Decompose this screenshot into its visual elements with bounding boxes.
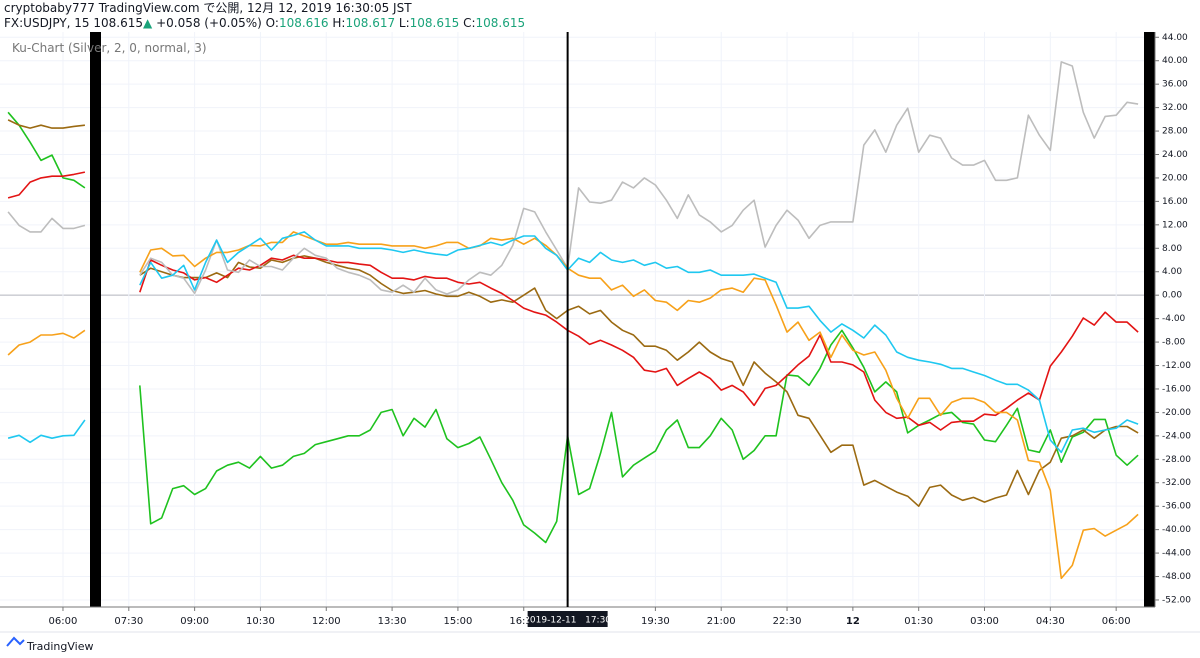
x-tick-label: 07:30 [114,616,143,627]
x-tick-label: 22:30 [773,616,802,627]
x-tick-label: 12:00 [312,616,341,627]
y-tick-label: 4.00 [1162,267,1182,277]
series-line [7,231,1139,580]
y-tick-label: -48.00 [1162,572,1191,582]
brand: TradingView [26,640,93,653]
x-tick-label: 04:30 [1036,616,1065,627]
y-tick-label: 20.00 [1162,173,1188,183]
change: +0.058 (+0.05%) [156,16,262,30]
ohlc-label: L: [398,16,410,30]
x-tick-label: 01:30 [904,616,933,627]
axes: 44.00 40.00 36.00 32.00 28.00 24.00 20.00 16.00… [49,32,1191,627]
lines [7,61,1139,580]
ohlc-value: 108.616 [278,16,329,30]
y-tick-label: -16.00 [1162,384,1191,394]
x-tick-label: 06:00 [49,616,78,627]
y-tick-label: 44.00 [1162,33,1188,43]
ohlc-label: C: [463,16,476,30]
header-line1: cryptobaby777 TradingView.com で公開, 12月 1… [4,1,412,15]
ohlc-value: 108.617 [345,16,396,30]
ohlc: O:108.616 H:108.617 L:108.615 C:108.615 [266,16,526,30]
y-tick-label: -32.00 [1162,478,1191,488]
ohlc-label: O: [265,16,279,30]
y-tick-label: -44.00 [1162,549,1191,559]
y-tick-label: -20.00 [1162,408,1191,418]
y-tick-label: -12.00 [1162,361,1191,371]
series-line [7,119,1139,507]
y-tick-label: 8.00 [1162,244,1182,254]
x-tick-label: 19:30 [641,616,670,627]
y-tick-label: -24.00 [1162,431,1191,441]
header: cryptobaby777 TradingView.com で公開, 12月 1… [4,1,525,31]
arrow: ▲ [143,16,153,30]
y-tick-label: -8.00 [1162,338,1186,348]
ohlc-value: 108.615 [475,16,526,30]
y-tick-label: -4.00 [1162,314,1186,324]
y-tick-label: 32.00 [1162,103,1188,113]
y-tick-label: 0.00 [1162,291,1182,301]
y-tick-label: 24.00 [1162,150,1188,160]
header-line2: FX:USDJPY, 15 108.615▲ +0.058 (+0.05%) O… [4,16,525,31]
y-tick-label: 40.00 [1162,56,1188,66]
x-tick-label: 16:30 [509,616,538,627]
ohlc-value: 108.615 [409,16,460,30]
x-tick-label: 10:30 [246,616,275,627]
x-tick-label: 21:00 [707,616,736,627]
crosshair-label-bg [527,611,608,627]
indicator-title: Ku-Chart (Silver, 2, 0, normal, 3) [12,41,207,55]
y-tick-label: -28.00 [1162,455,1191,465]
plot-area [0,32,1155,607]
x-tick-label: 09:00 [180,616,209,627]
x-tick-label: 06:00 [1102,616,1131,627]
series-line [7,61,1139,295]
x-tick-label: 13:30 [378,616,407,627]
symbol: FX:USDJPY, 15 [4,16,90,30]
y-tick-label: -52.00 [1162,595,1191,605]
x-tick-label: 12 [846,616,860,627]
y-tick-label: -36.00 [1162,502,1191,512]
series-line [7,231,1139,454]
session-break [1144,32,1155,607]
series-line [7,171,1139,431]
crosshair-label: 2019-12-11 17:30 [524,616,611,626]
series-line [7,111,1139,544]
y-tick-label: 12.00 [1162,220,1188,230]
y-tick-label: 36.00 [1162,80,1188,90]
price: 108.615 [93,16,143,30]
x-tick-label: 03:00 [970,616,999,627]
ohlc-label: H: [332,16,346,30]
y-tick-label: -40.00 [1162,525,1191,535]
session-break [90,32,101,607]
y-tick-label: 28.00 [1162,127,1188,137]
x-tick-label: 15:00 [444,616,473,627]
y-tick-label: 16.00 [1162,197,1188,207]
grid [0,32,1155,607]
brand-logo [6,636,25,647]
